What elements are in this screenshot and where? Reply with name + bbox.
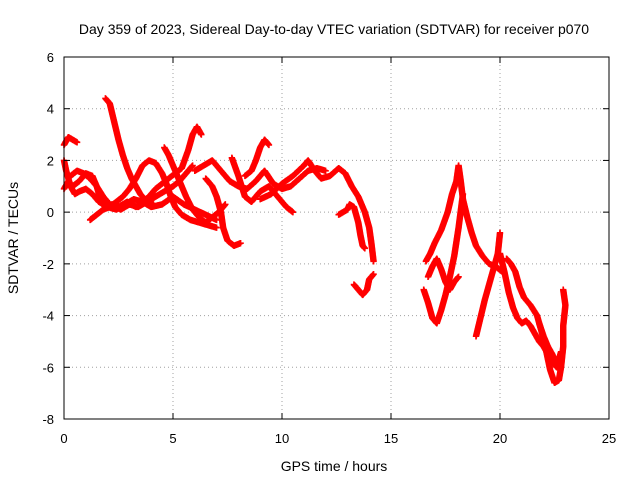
data-point — [557, 353, 565, 361]
x-tick-label: 5 — [169, 431, 176, 446]
data-point — [289, 208, 297, 216]
series-arc-11 — [228, 154, 297, 216]
y-tick-label: -2 — [42, 257, 54, 272]
plot-frame — [63, 56, 610, 420]
y-tick-label: -8 — [42, 412, 54, 427]
series-arc-09 — [202, 175, 244, 249]
x-tick-label: 0 — [60, 431, 67, 446]
series-arc-21 — [503, 255, 569, 386]
data-point — [322, 167, 329, 174]
series-arc-14 — [335, 201, 369, 252]
series-arc-13 — [257, 157, 377, 265]
chart-title: Day 359 of 2023, Sidereal Day-to-day VTE… — [79, 21, 589, 37]
series-arc-17 — [420, 190, 467, 327]
series-arc-10 — [191, 157, 329, 193]
data-point — [213, 216, 220, 224]
series-arc-05 — [86, 157, 220, 231]
data-point — [198, 131, 205, 138]
x-tick-label: 25 — [602, 431, 616, 446]
data-point — [496, 229, 504, 237]
y-axis-label: SDTVAR / TECUs — [5, 182, 21, 294]
series-arc-19 — [472, 229, 504, 340]
data-point — [73, 139, 81, 146]
x-axis-label: GPS time / hours — [281, 458, 388, 474]
data-point — [222, 201, 229, 208]
series-arc-15 — [350, 271, 377, 299]
grid — [64, 57, 609, 419]
data-point — [237, 239, 244, 247]
series-arc-18 — [424, 255, 462, 293]
y-tick-label: 2 — [47, 153, 54, 168]
axis-ticks: 0 5 10 15 20 25 -8 -6 -4 -2 0 2 4 6 — [42, 50, 616, 446]
x-tick-label: 15 — [384, 431, 398, 446]
data-point — [132, 203, 140, 211]
data-point — [189, 162, 196, 169]
x-tick-label: 10 — [275, 431, 289, 446]
data-point — [370, 271, 377, 278]
series-arc-16 — [422, 162, 506, 275]
data-series — [60, 95, 569, 386]
data-point — [265, 141, 273, 149]
data-point — [361, 245, 369, 252]
y-tick-label: 0 — [47, 205, 54, 220]
x-tick-label: 20 — [493, 431, 507, 446]
series-arc-12 — [241, 136, 273, 180]
y-tick-label: 6 — [47, 50, 54, 65]
series-arc-04 — [67, 167, 140, 211]
data-point — [459, 190, 467, 198]
y-tick-label: -6 — [42, 360, 54, 375]
data-point — [370, 258, 377, 265]
data-point — [213, 224, 220, 231]
y-tick-label: 4 — [47, 102, 54, 117]
series-arc-22 — [536, 320, 565, 368]
y-tick-label: -4 — [42, 309, 54, 324]
data-point — [150, 201, 157, 208]
data-point — [560, 286, 567, 293]
series-arc-08 — [161, 144, 229, 226]
data-point — [455, 273, 462, 280]
